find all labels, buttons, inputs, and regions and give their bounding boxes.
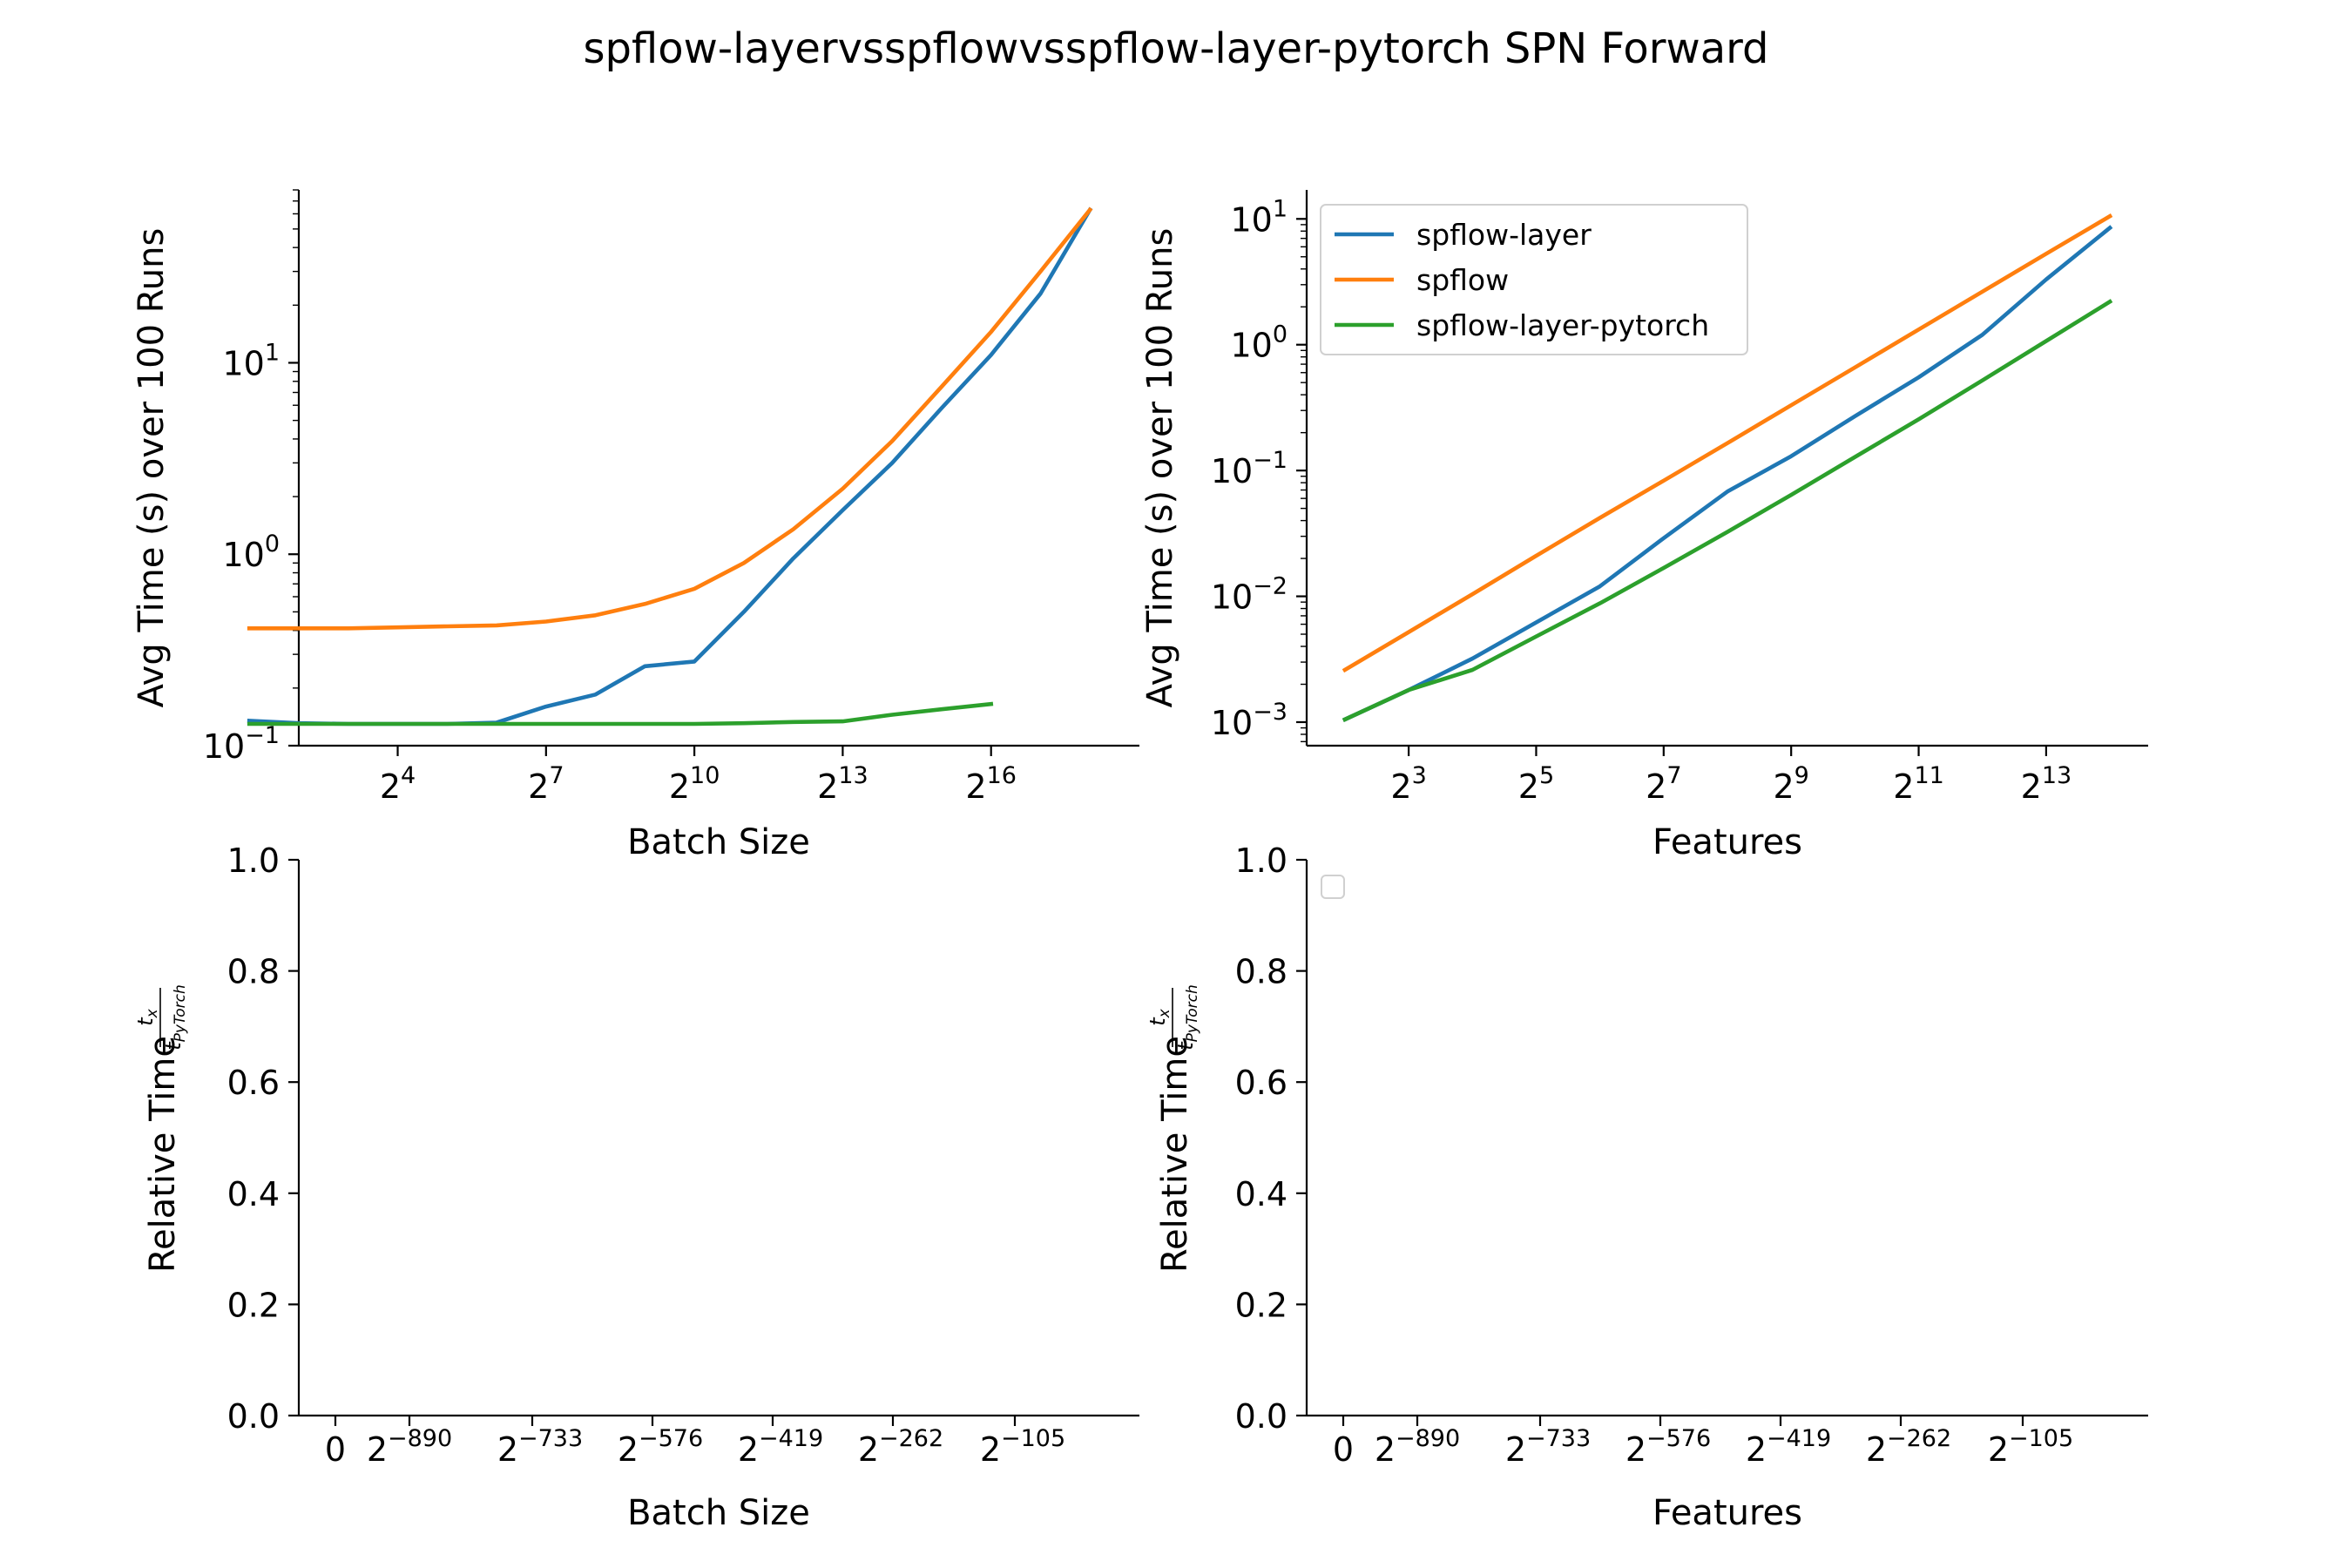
panel-features-relative-time: Features Relative Time tx tPyTorch 0.0 0.… <box>1146 841 2148 1533</box>
legend: spflow-layer spflow spflow-layer-pytorch <box>1320 204 1748 355</box>
series-line-spflow-layer <box>247 206 1093 727</box>
x-tick-label: 213 <box>817 762 868 806</box>
x-tick-label: 210 <box>669 762 720 806</box>
x-tick-label: 25 <box>1518 762 1554 806</box>
xlabel-features: Features <box>1652 822 1802 862</box>
legend-frame <box>1320 204 1748 355</box>
x-tick-label: 2−105 <box>980 1425 1065 1469</box>
legend-label: spflow <box>1416 263 1509 297</box>
ylabel-relative-time-text: Relative Time <box>1155 1036 1195 1273</box>
y-tick-label: 10−1 <box>203 722 280 766</box>
x-tick-label: 2−419 <box>1746 1425 1831 1469</box>
legend-label: spflow-layer <box>1416 218 1592 252</box>
ylabel-relative-time-text: Relative Time <box>143 1036 183 1273</box>
fraction-numerator: tx <box>1146 1008 1173 1025</box>
x-tick-label: 23 <box>1390 762 1426 806</box>
series-line-spflow-layer <box>1342 225 2113 722</box>
x-tick-label: 216 <box>965 762 1017 806</box>
y-tick-label: 1.0 <box>227 841 280 880</box>
y-tick-label: 0.4 <box>1235 1175 1288 1213</box>
x-tick-label: 2−262 <box>1866 1425 1951 1469</box>
ylabel-relative-time: Relative Time tx tPyTorch <box>133 984 189 1273</box>
y-tick-label: 10−3 <box>1211 699 1288 742</box>
y-tick-label: 0.2 <box>227 1286 280 1324</box>
series-line-spflow-layer-pytorch <box>247 701 994 727</box>
x-tick-label: 2−890 <box>367 1425 452 1469</box>
xlabel-batch-size: Batch Size <box>627 822 810 862</box>
y-tick-label: 101 <box>1230 195 1288 239</box>
x-tick-label: 0 <box>325 1430 346 1469</box>
y-tick-label: 0.8 <box>1235 953 1288 991</box>
y-tick-label: 10−1 <box>1211 447 1288 490</box>
xlabel-batch-size: Batch Size <box>627 1493 810 1533</box>
y-tick-label: 0.8 <box>227 953 280 991</box>
y-tick-label: 0.2 <box>1235 1286 1288 1324</box>
x-tick-label: 2−105 <box>1988 1425 2073 1469</box>
y-tick-label: 0.6 <box>227 1064 280 1102</box>
series-line-spflow-layer-pytorch <box>1342 299 2113 722</box>
ylabel-fraction: tx tPyTorch <box>133 984 189 1051</box>
y-tick-label: 100 <box>1230 321 1288 365</box>
x-tick-label: 2−419 <box>738 1425 823 1469</box>
x-tick-label: 2−262 <box>858 1425 943 1469</box>
figure-title: spflow-layervsspflowvsspflow-layer-pytor… <box>584 24 1769 73</box>
x-tick-label: 0 <box>1333 1430 1354 1469</box>
y-tick-label: 0.0 <box>1235 1397 1288 1436</box>
x-tick-label: 27 <box>1646 762 1681 806</box>
y-tick-label: 100 <box>222 531 280 574</box>
x-tick-label: 2−576 <box>618 1425 703 1469</box>
ylabel-avg-time: Avg Time (s) over 100 Runs <box>132 228 172 708</box>
y-tick-label: 10−2 <box>1211 573 1288 617</box>
x-tick-label: 2−733 <box>1505 1425 1591 1469</box>
x-tick-label: 2−733 <box>497 1425 583 1469</box>
x-tick-label: 213 <box>2021 762 2072 806</box>
panel-batch-size-relative-time: Batch Size Relative Time tx tPyTorch 0.0… <box>133 841 1139 1533</box>
panel-batch-size-avg-time: Batch Size Avg Time (s) over 100 Runs 10… <box>132 189 1139 862</box>
x-tick-label: 2−576 <box>1625 1425 1711 1469</box>
ylabel-avg-time: Avg Time (s) over 100 Runs <box>1140 228 1180 708</box>
legend-label: spflow-layer-pytorch <box>1416 308 1709 342</box>
x-tick-label: 29 <box>1773 762 1808 806</box>
x-tick-label: 211 <box>1893 762 1944 806</box>
y-tick-label: 1.0 <box>1235 841 1288 880</box>
fraction-denominator: tPyTorch <box>161 984 189 1051</box>
legend-frame-empty <box>1321 875 1345 899</box>
series-line-spflow <box>247 206 1093 631</box>
xlabel-features: Features <box>1652 1493 1802 1533</box>
x-tick-label: 27 <box>528 762 564 806</box>
y-tick-label: 0.6 <box>1235 1064 1288 1102</box>
series-line-spflow <box>1342 213 2113 673</box>
x-tick-label: 2−890 <box>1375 1425 1460 1469</box>
y-tick-label: 0.4 <box>227 1175 280 1213</box>
y-tick-label: 101 <box>222 339 280 382</box>
panel-features-avg-time: Features Avg Time (s) over 100 Runs 10−3… <box>1140 190 2148 862</box>
ylabel-relative-time: Relative Time tx tPyTorch <box>1146 984 1201 1273</box>
y-tick-label: 0.0 <box>227 1397 280 1436</box>
x-tick-label: 24 <box>380 762 416 806</box>
fraction-numerator: tx <box>133 1008 161 1025</box>
ylabel-fraction: tx tPyTorch <box>1146 984 1201 1051</box>
fraction-denominator: tPyTorch <box>1173 984 1201 1051</box>
